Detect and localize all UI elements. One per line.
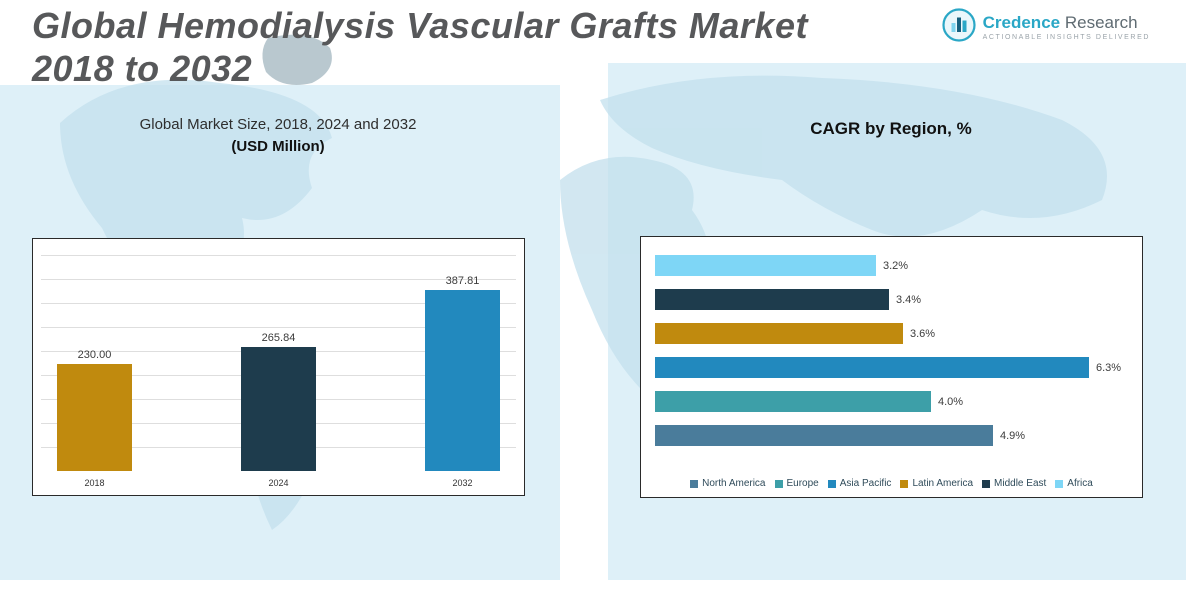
legend-label: Europe: [786, 478, 819, 489]
cagr-bar-row: 3.2%: [655, 255, 1134, 276]
legend-item: North America: [690, 478, 766, 489]
logo-word-credence: Credence: [982, 13, 1061, 32]
legend-item: Africa: [1055, 478, 1093, 489]
cagr-bar-row: 3.4%: [655, 289, 1134, 310]
market-size-chart: 230.00 2018 265.84 2024 387.81 2032: [32, 238, 525, 496]
bar-category-label: 2018: [84, 478, 105, 488]
cagr-bar-row: 6.3%: [655, 357, 1134, 378]
credence-research-logo: Credence Research Actionable Insights De…: [942, 8, 1150, 47]
cagr-bar-row: 3.6%: [655, 323, 1134, 344]
cagr-value-label: 3.6%: [910, 327, 936, 340]
bar-category-label: 2024: [268, 478, 289, 488]
page-title-line1: Global Hemodialysis Vascular Grafts Mark…: [32, 5, 808, 46]
cagr-bar: [655, 323, 903, 344]
bar-value-label: 387.81: [445, 275, 480, 287]
legend-swatch: [827, 479, 836, 488]
bar-category-label: 2032: [452, 478, 473, 488]
legend-item: Middle East: [982, 478, 1046, 489]
legend-swatch: [1055, 479, 1064, 488]
cagr-value-label: 3.4%: [896, 293, 922, 306]
cagr-value-label: 4.9%: [1000, 429, 1026, 442]
logo-name: Credence Research: [983, 14, 1150, 31]
legend-label: Middle East: [994, 478, 1047, 489]
market-size-chart-subtitle: (USD Million): [231, 138, 325, 155]
legend-swatch: [690, 479, 699, 488]
market-size-chart-heading: Global Market Size, 2018, 2024 and 2032 …: [108, 116, 448, 155]
cagr-value-label: 3.2%: [883, 259, 909, 272]
market-size-bars: 230.00 2018 265.84 2024 387.81 2032: [57, 247, 500, 489]
market-size-bar: [425, 290, 500, 471]
cagr-bar-row: 4.9%: [655, 425, 1134, 446]
legend-item: Asia Pacific: [827, 478, 892, 489]
legend-item: Europe: [774, 478, 819, 489]
cagr-bars: 3.2% 3.4% 3.6% 6.3% 4.0% 4.9%: [655, 255, 1134, 459]
logo-tagline: Actionable Insights Delivered: [982, 34, 1150, 41]
page-title-line2: 2018 to 2032: [32, 48, 253, 90]
page-title: Global Hemodialysis Vascular Grafts Mark…: [32, 4, 808, 90]
cagr-legend: North America Europe Asia Pacific Latin Ame…: [645, 478, 1138, 489]
legend-label: Asia Pacific: [839, 478, 892, 489]
logo-word-research: Research: [1064, 13, 1138, 32]
cagr-bar: [655, 357, 1089, 378]
legend-item: Latin America: [900, 478, 973, 489]
cagr-bar: [655, 289, 889, 310]
bar-value-label: 230.00: [77, 349, 112, 361]
cagr-bar: [655, 391, 931, 412]
credence-logo-icon: [942, 8, 976, 47]
market-size-bar: [57, 364, 132, 471]
market-size-chart-title: Global Market Size, 2018, 2024 and 2032: [139, 116, 417, 133]
legend-label: Africa: [1067, 478, 1093, 489]
bar-value-label: 265.84: [261, 332, 296, 344]
legend-swatch: [982, 479, 991, 488]
cagr-bar-row: 4.0%: [655, 391, 1134, 412]
cagr-value-label: 4.0%: [938, 395, 964, 408]
cagr-chart: 3.2% 3.4% 3.6% 6.3% 4.0% 4.9% North America Eu…: [640, 236, 1143, 498]
legend-label: Latin America: [912, 478, 974, 489]
cagr-bar: [655, 255, 876, 276]
legend-label: North America: [702, 478, 766, 489]
market-size-bar-group: 265.84 2024: [241, 332, 316, 489]
cagr-bar: [655, 425, 993, 446]
cagr-value-label: 6.3%: [1096, 361, 1122, 374]
cagr-chart-title: CAGR by Region, %: [810, 119, 972, 138]
market-size-bar-group: 387.81 2032: [425, 275, 500, 489]
market-size-bar: [241, 347, 316, 471]
legend-swatch: [774, 479, 783, 488]
market-size-bar-group: 230.00 2018: [57, 349, 132, 489]
legend-swatch: [900, 479, 909, 488]
